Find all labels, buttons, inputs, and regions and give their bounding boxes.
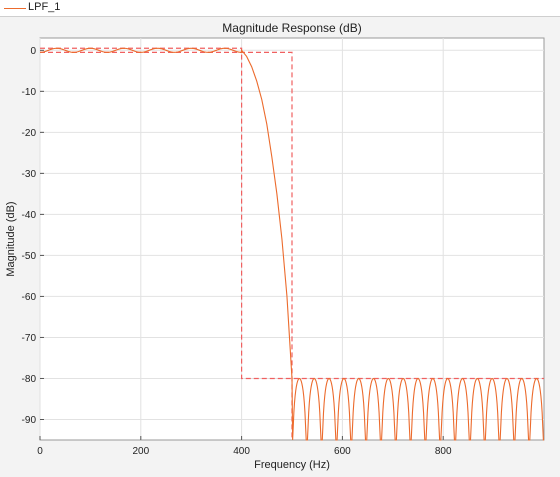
y-tick-label: -30: [22, 169, 37, 180]
y-tick-label: -70: [22, 333, 37, 344]
series: [39, 47, 544, 441]
chart-title: Magnitude Response (dB): [222, 21, 361, 35]
series-line-lpf-1: [39, 47, 544, 441]
mask-line: [40, 51, 293, 440]
y-tick-label: 0: [30, 46, 36, 57]
y-tick-labels: 0 -10 -20 -30 -40 -50 -60 -70 -80 -90: [22, 46, 37, 426]
legend-label: LPF_1: [28, 1, 61, 13]
y-axis-label: Magnitude (dB): [5, 201, 17, 276]
x-tick-labels: 0 200 400 600 800: [37, 446, 452, 457]
mask-line: [40, 47, 544, 380]
x-tick-label: 800: [435, 446, 452, 457]
y-tick-label: -60: [22, 292, 37, 303]
y-tick-label: -10: [22, 87, 37, 98]
y-tick-label: -20: [22, 128, 37, 139]
legend-swatch: [4, 8, 26, 9]
y-tick-label: -80: [22, 374, 37, 385]
y-tick-label: -40: [22, 210, 37, 221]
x-tick-label: 200: [132, 446, 149, 457]
magnitude-response-chart: Magnitude Response (dB) 0 200 400 600 800 0 -…: [5, 21, 545, 471]
x-tick-label: 0: [37, 446, 43, 457]
legend: LPF_1: [0, 0, 560, 17]
y-tick-label: -90: [22, 415, 37, 426]
x-axis-label: Frequency (Hz): [254, 459, 330, 471]
x-tick-label: 600: [334, 446, 351, 457]
x-tick-label: 400: [233, 446, 250, 457]
y-tick-label: -50: [22, 251, 37, 262]
specification-mask: [40, 47, 544, 440]
